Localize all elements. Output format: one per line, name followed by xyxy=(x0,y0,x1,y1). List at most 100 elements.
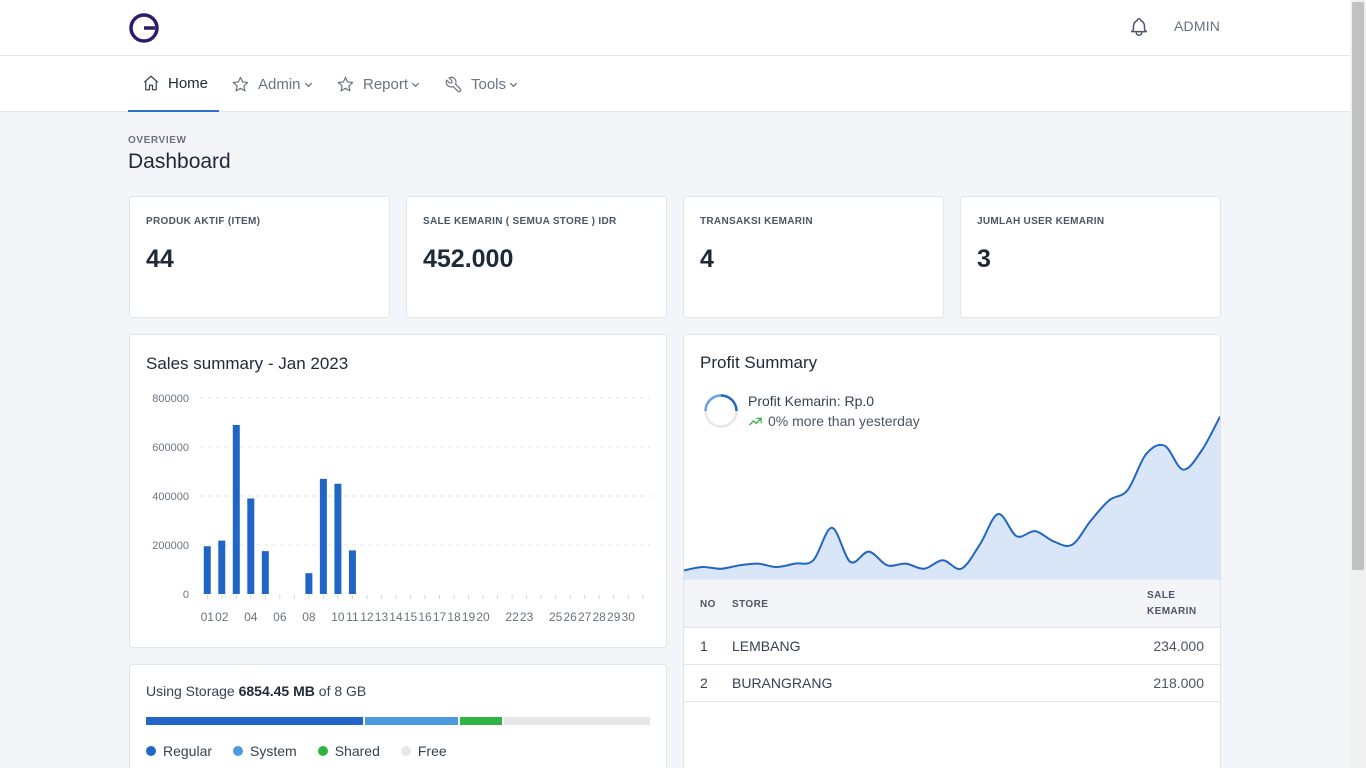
bar[interactable] xyxy=(232,424,240,594)
stat-label: SALE KEMARIN ( SEMUA STORE ) IDR xyxy=(423,216,617,227)
profit-sparkline xyxy=(684,416,1220,579)
stat-card-sale: SALE KEMARIN ( SEMUA STORE ) IDR 452.000 xyxy=(406,196,667,318)
nav-admin-label: Admin xyxy=(258,75,301,93)
storage-card: Using Storage 6854.45 MB of 8 GB Regular… xyxy=(129,664,667,768)
stat-value: 452.000 xyxy=(423,245,514,273)
y-tick-label: 800000 xyxy=(152,393,189,405)
x-tick-label: 25 xyxy=(549,610,563,624)
page-title: Dashboard xyxy=(128,150,231,173)
store-table-header: NO STORE SALE KEMARIN xyxy=(684,579,1220,628)
col-sale-line1: SALE xyxy=(1147,590,1176,601)
sparkline-area xyxy=(684,416,1220,579)
profit-yesterday: Profit Kemarin: Rp.0 xyxy=(748,393,875,409)
legend-item-shared: Shared xyxy=(317,743,380,759)
chevron-down-icon xyxy=(509,82,518,87)
top-bar: ADMIN xyxy=(0,0,1350,56)
sparkline-line xyxy=(684,416,1220,572)
row-sale: 234.000 xyxy=(1153,638,1204,654)
stat-card-transaksi: TRANSAKSI KEMARIN 4 xyxy=(683,196,944,318)
x-tick-label: 02 xyxy=(215,610,229,624)
stat-value: 3 xyxy=(977,245,991,273)
legend-dot xyxy=(400,746,411,756)
row-store: BURANGRANG xyxy=(732,675,833,691)
row-no: 1 xyxy=(700,638,708,654)
bar[interactable] xyxy=(247,498,255,594)
nav-report[interactable]: Report xyxy=(336,56,420,112)
profit-trend-text: 0% more than yesterday xyxy=(768,413,920,429)
table-row: 1 LEMBANG 234.000 xyxy=(684,628,1220,665)
y-tick-label: 200000 xyxy=(152,540,189,552)
storage-legend: Regular System Shared Free xyxy=(146,743,468,759)
profit-trend: 0% more than yesterday xyxy=(748,413,920,429)
bar[interactable] xyxy=(203,546,211,594)
legend-label: Regular xyxy=(163,743,213,759)
bell-icon[interactable] xyxy=(1128,16,1150,38)
x-tick-label: 12 xyxy=(360,610,374,624)
x-tick-label: 13 xyxy=(375,610,389,624)
bar[interactable] xyxy=(319,478,327,594)
x-tick-label: 26 xyxy=(563,610,577,624)
stat-card-produk: PRODUK AKTIF (ITEM) 44 xyxy=(129,196,390,318)
bar[interactable] xyxy=(218,540,226,594)
star-icon xyxy=(232,76,249,91)
y-tick-label: 600000 xyxy=(152,442,189,454)
x-tick-label: 08 xyxy=(302,610,316,624)
nav-report-label: Report xyxy=(363,75,409,93)
x-tick-label: 17 xyxy=(433,610,447,624)
row-store: LEMBANG xyxy=(732,638,801,654)
legend-label: Free xyxy=(417,743,447,759)
x-tick-label: 18 xyxy=(447,610,461,624)
x-tick-label: 10 xyxy=(331,610,345,624)
storage-progress-bar xyxy=(146,717,650,725)
chevron-down-icon xyxy=(411,82,420,87)
storage-segment-system xyxy=(364,717,458,725)
bar[interactable] xyxy=(261,551,269,594)
y-tick-label: 0 xyxy=(183,589,189,601)
logo-icon[interactable] xyxy=(128,12,160,44)
x-tick-label: 23 xyxy=(520,610,534,624)
legend-dot xyxy=(146,746,156,756)
x-tick-label: 19 xyxy=(462,610,476,624)
stat-label: TRANSAKSI KEMARIN xyxy=(700,216,813,227)
bar[interactable] xyxy=(334,483,342,594)
nav-tools-label: Tools xyxy=(471,75,507,93)
y-tick-label: 400000 xyxy=(152,491,189,503)
x-tick-label: 11 xyxy=(346,610,359,624)
tool-icon xyxy=(445,76,462,92)
x-tick-label: 27 xyxy=(578,610,592,624)
bar[interactable] xyxy=(348,550,356,594)
trending-up-icon xyxy=(749,417,762,425)
x-tick-label: 14 xyxy=(389,610,403,624)
star-icon xyxy=(337,76,354,91)
col-no: NO xyxy=(700,599,716,610)
profit-summary-title: Profit Summary xyxy=(700,353,818,372)
x-tick-label: 30 xyxy=(622,610,636,624)
legend-item-system: System xyxy=(233,743,297,759)
scrollbar-thumb[interactable] xyxy=(1352,2,1364,570)
loading-spinner-icon xyxy=(704,394,738,428)
page-pretitle: OVERVIEW xyxy=(128,135,187,146)
stat-card-user: JUMLAH USER KEMARIN 3 xyxy=(960,196,1221,318)
x-tick-label: 20 xyxy=(476,610,490,624)
legend-label: System xyxy=(250,743,297,759)
nav-home[interactable]: Home xyxy=(128,56,219,112)
home-icon xyxy=(143,75,159,91)
nav-admin[interactable]: Admin xyxy=(231,56,313,112)
legend-dot xyxy=(317,746,328,756)
storage-prefix: Using Storage xyxy=(146,683,239,699)
x-tick-label: 29 xyxy=(607,610,621,624)
row-no: 2 xyxy=(700,675,708,691)
col-sale-line2: KEMARIN xyxy=(1147,606,1197,617)
bar[interactable] xyxy=(305,573,313,594)
stat-value: 44 xyxy=(146,245,174,273)
nav-tools[interactable]: Tools xyxy=(444,56,518,112)
x-tick-label: 01 xyxy=(201,610,215,624)
storage-suffix: of 8 GB xyxy=(314,683,367,699)
main-nav: Home Admin Report Tools xyxy=(0,56,1350,112)
x-tick-label: 22 xyxy=(505,610,519,624)
user-menu[interactable]: ADMIN xyxy=(1174,18,1221,34)
x-tick-label: 06 xyxy=(273,610,287,624)
sales-summary-card: Sales summary - Jan 2023 0 200000 400000 60… xyxy=(129,334,667,648)
nav-home-label: Home xyxy=(168,74,209,92)
